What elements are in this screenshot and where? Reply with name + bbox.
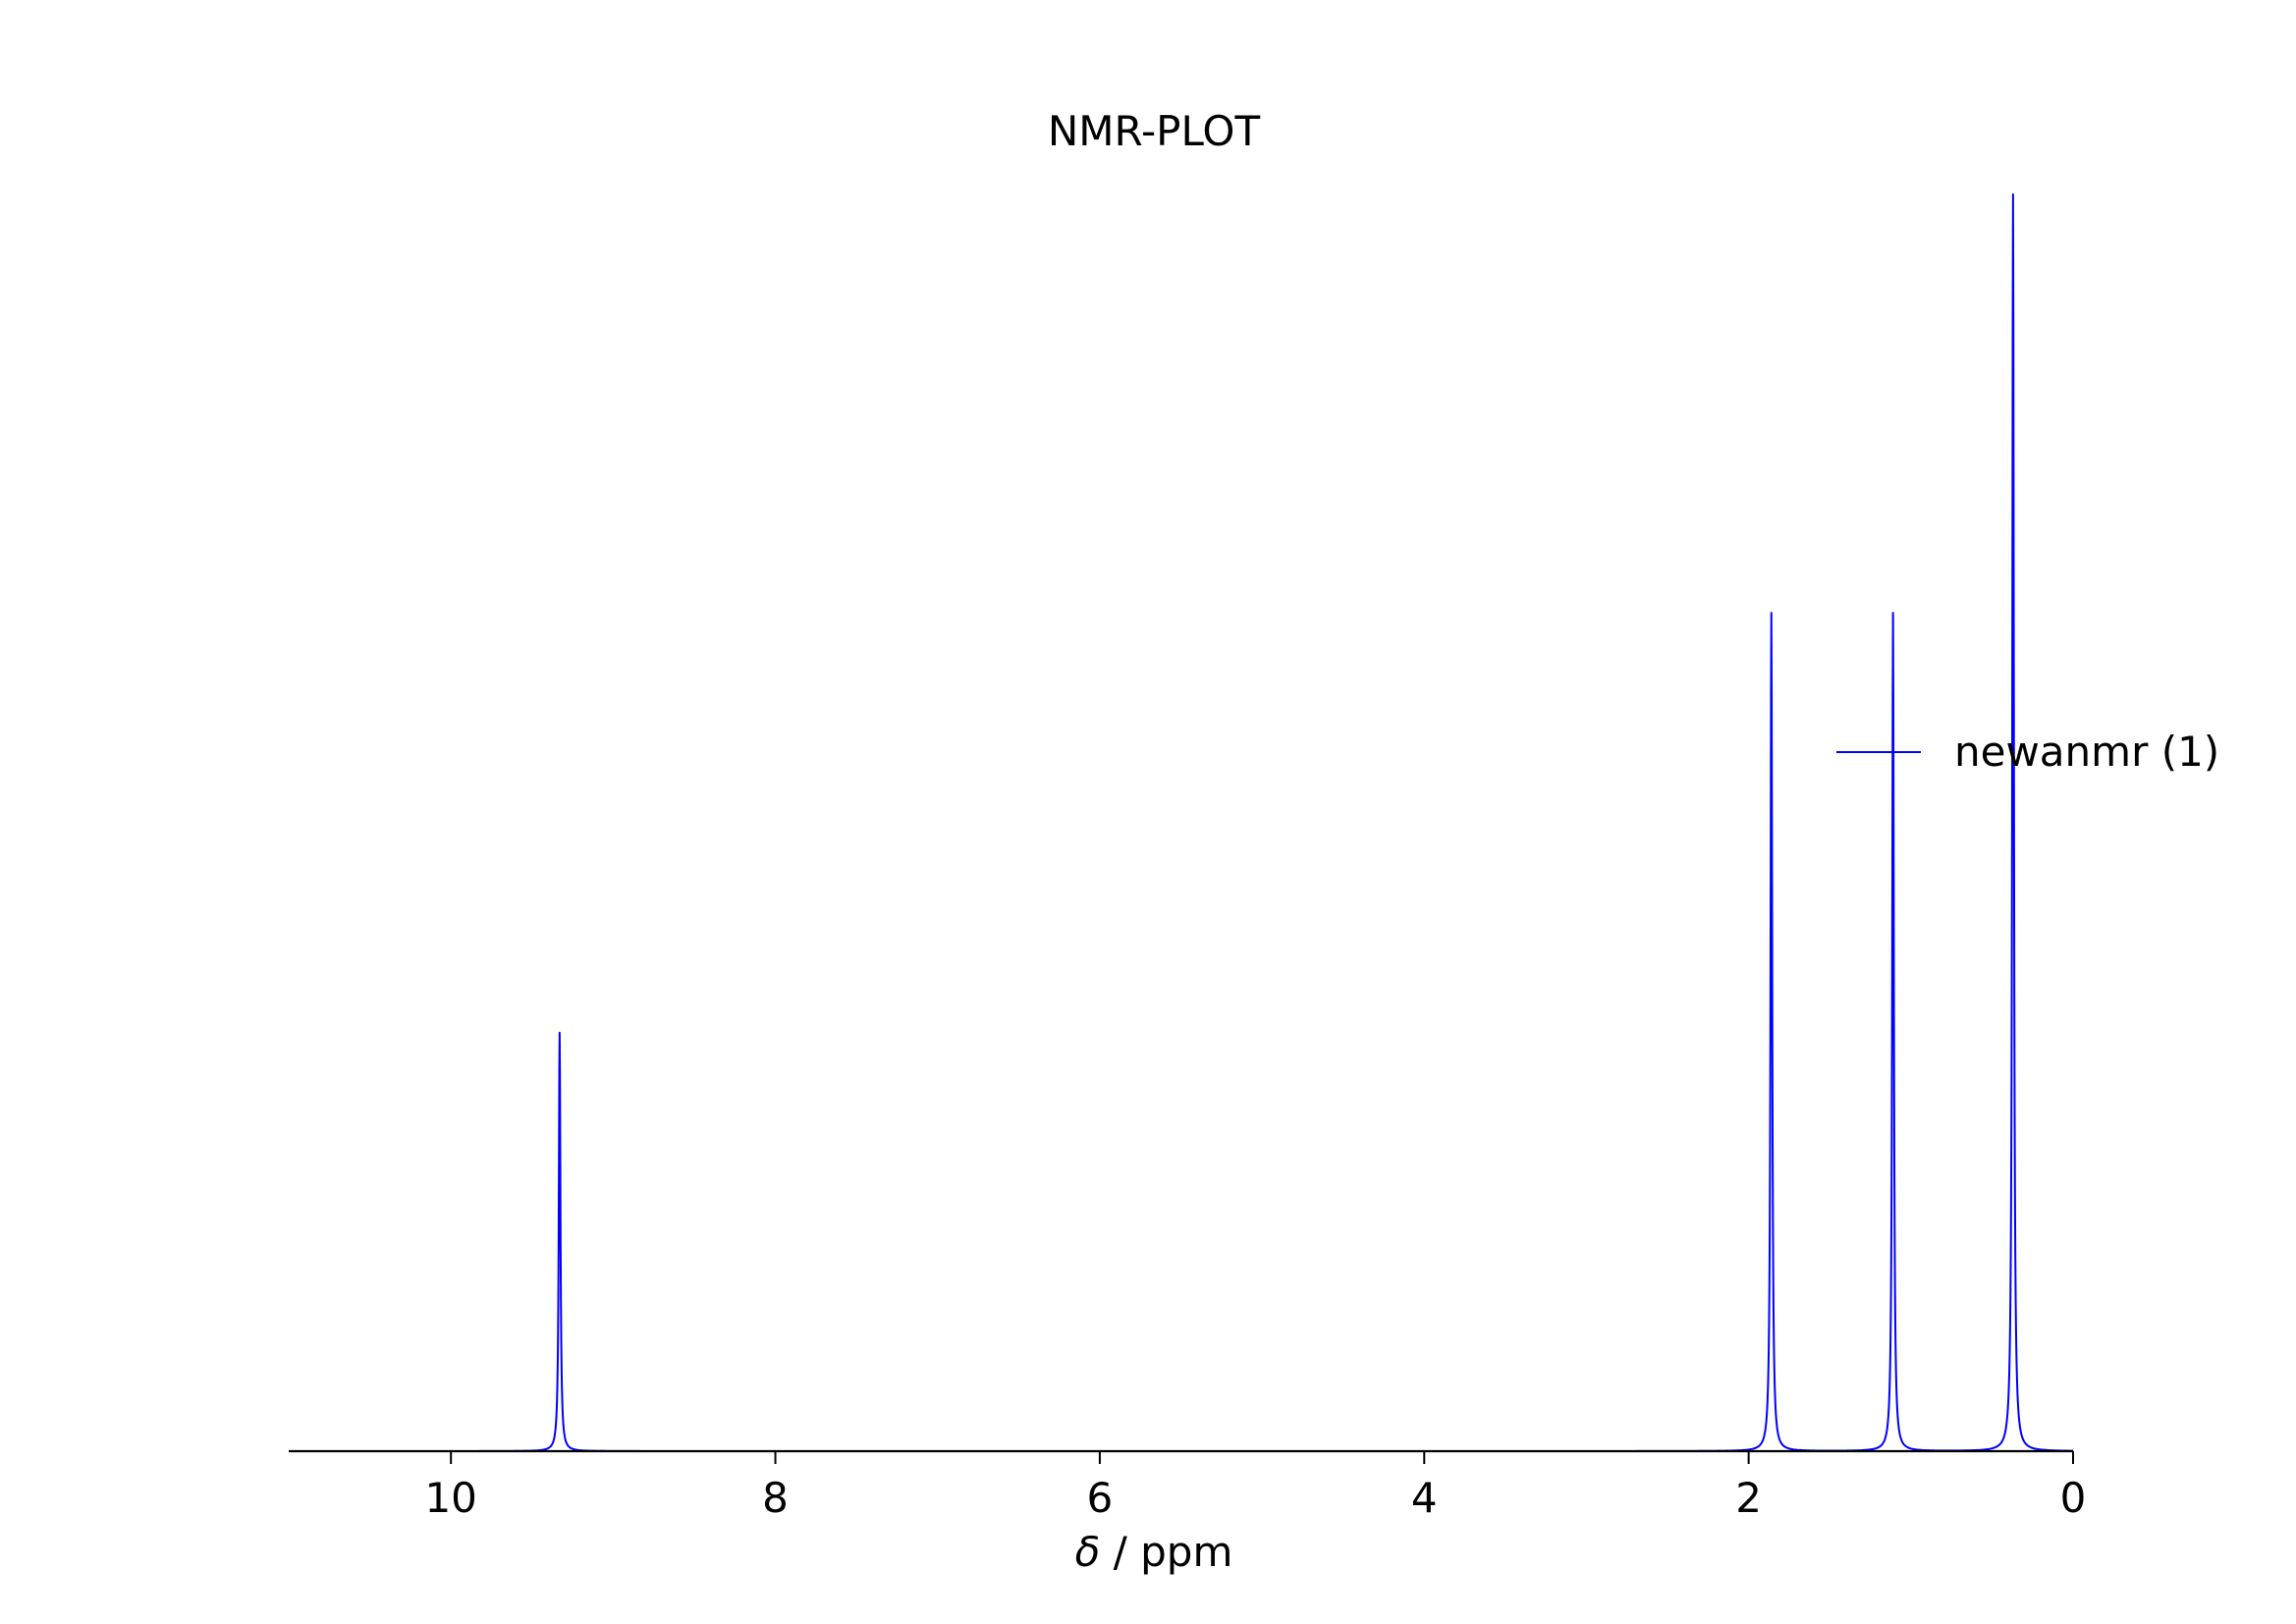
x-ticks: 10 8 6 4 2 0 [424, 1451, 2086, 1522]
chart-title: NMR-PLOT [1048, 107, 1261, 155]
legend: newanmr (1) [1836, 728, 2219, 776]
plot-area [402, 192, 2074, 1452]
x-axis-label: δ / ppm [1075, 1528, 1233, 1576]
x-tick-label: 10 [424, 1474, 476, 1522]
x-axis-label-unit: / ppm [1100, 1528, 1232, 1576]
x-tick-label: 8 [762, 1474, 789, 1522]
x-axis-label-symbol: δ [1075, 1528, 1101, 1576]
legend-entry-label: newanmr (1) [1954, 728, 2219, 776]
x-tick-label: 4 [1411, 1474, 1438, 1522]
x-tick-label: 6 [1087, 1474, 1114, 1522]
spectrum-line-series-0 [402, 192, 2074, 1452]
x-tick-label: 2 [1735, 1474, 1762, 1522]
x-tick-label: 0 [2060, 1474, 2087, 1522]
